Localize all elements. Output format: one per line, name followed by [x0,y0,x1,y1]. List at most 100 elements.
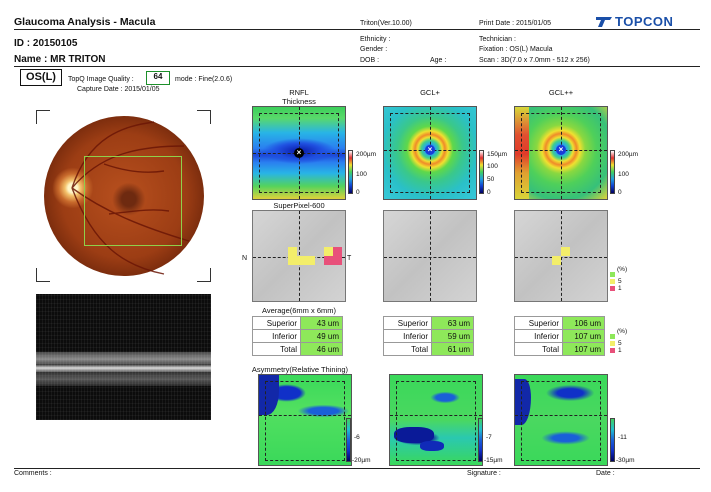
quality-value: 64 [146,71,170,85]
gclpp-asymmetry-map [514,374,608,466]
avg-legend-5: 5 [618,340,622,347]
asymmetry-title: Asymmetry(Relative Thining) [251,365,349,374]
gclpp-scale-top: 200µm [618,151,639,158]
superpixel-cell [297,256,306,265]
scan-mode: mode : Fine(2.0.6) [175,76,233,83]
gcl-scale-0: 0 [487,189,491,196]
gclpp-superpixel-map [514,210,608,302]
rnfl-scale-bottom: 0 [356,189,360,196]
superpixel-cell [306,256,315,265]
gcl-scale-50: 50 [487,176,495,183]
avg-legend-1: 1 [618,347,622,354]
software-version: Triton(Ver.10.00) [360,20,412,27]
dob-field: DOB : [360,57,380,64]
gclpp-asymmetry-scale [610,418,615,462]
table-row: Inferior 107 um [514,329,605,343]
header-rule [14,29,700,30]
superpixel-cell [288,247,297,256]
fundus-image [44,116,204,276]
rnfl-scale-mid: 100 [356,171,367,178]
superpixel-cell [324,256,333,265]
gcl-thickness-map: × [383,106,477,200]
legend-normal-swatch [610,272,615,277]
signature-field: Signature : [467,470,501,477]
table-row: Superior 43 um [252,316,343,330]
rnfl-average-table: Superior 43 um Inferior 49 um Total 46 um [252,316,343,356]
gclpp-color-scale [610,150,615,194]
rnfl-scale-top: 200µm [356,151,377,158]
sp-legend-5: 5 [618,278,622,285]
gcl-asym-scale-bottom: -15µm [484,457,503,464]
patient-name: Name : MR TRITON [14,54,106,65]
age-field: Age : [430,57,447,64]
patient-id: ID : 20150105 [14,38,78,49]
rnfl-thickness-map: × [252,106,346,200]
gcl-asym-scale-mid: -7 [486,434,492,441]
gcl-asymmetry-scale [478,418,483,462]
gcl-scale-100: 100 [487,163,498,170]
superpixel-cell [288,256,297,265]
gcl-asymmetry-map [389,374,483,466]
report-title: Glaucoma Analysis - Macula [14,16,156,28]
technician-field: Technician : [479,36,516,43]
print-date: Print Date : 2015/01/05 [479,20,551,27]
legend-abnormal-swatch [610,286,615,291]
brand-logo: TOPCON [596,13,674,29]
header-rule-2 [14,66,700,67]
gclpp-scale-bottom: 0 [618,189,622,196]
superpixel-title: SuperPixel-600 [273,201,325,210]
superpixel-cell [561,247,570,256]
rnfl-color-scale [348,150,353,194]
scan-field: Scan : 3D(7.0 x 7.0mm - 512 x 256) [479,57,590,64]
gclpp-asym-scale-bottom: -30µm [616,457,635,464]
table-row: Superior 106 um [514,316,605,330]
table-row: Total 61 um [383,342,474,356]
brand-name: TOPCON [615,13,674,29]
oct-bscan-image [36,294,211,420]
avg-legend-title: (%) [617,328,628,335]
ethnicity-field: Ethnicity : [360,36,391,43]
gcl-superpixel-map [383,210,477,302]
sp-legend-1: 1 [618,285,622,292]
gclpp-title: GCL++ [548,88,574,97]
gclpp-asym-scale-mid: -11 [618,434,627,441]
rnfl-asym-scale-mid: -6 [354,434,360,441]
table-row: Inferior 49 um [252,329,343,343]
table-row: Total 46 um [252,342,343,356]
avg-legend-normal-swatch [610,334,615,339]
gcl-average-table: Superior 63 um Inferior 59 um Total 61 um [383,316,474,356]
fixation-field: Fixation : OS(L) Macula [479,46,553,53]
gcl-title: GCL+ [420,88,440,97]
table-row: Superior 63 um [383,316,474,330]
fundus-frame [36,110,211,282]
rnfl-subtitle: Thickness [282,97,316,106]
avg-legend-borderline-swatch [610,341,615,346]
footer-rule [14,468,700,469]
gclpp-thickness-map: × [514,106,608,200]
legend-borderline-swatch [610,279,615,284]
rnfl-title: RNFL [289,88,309,97]
superpixel-cell [324,247,333,256]
table-row: Inferior 59 um [383,329,474,343]
gclpp-scale-mid: 100 [618,171,629,178]
gcl-scale-150: 150µm [487,151,508,158]
temporal-label: T [347,255,352,262]
average-title: Average(6mm x 6mm) [261,306,337,315]
superpixel-cell [333,256,342,265]
rnfl-asymmetry-scale [346,418,351,462]
quality-label: TopQ Image Quality : [68,76,134,83]
retinal-vessels-graphic [71,121,190,275]
table-row: Total 107 um [514,342,605,356]
superpixel-cell [333,247,342,256]
sp-legend-title: (%) [617,266,628,273]
rnfl-asymmetry-map [258,374,352,466]
avg-legend-abnormal-swatch [610,348,615,353]
gender-field: Gender : [360,46,388,53]
date-field: Date : [596,470,615,477]
topcon-logo-icon [596,17,612,27]
eye-label: OS(L) [20,69,62,86]
rnfl-asym-scale-bottom: -20µm [352,457,371,464]
scan-area-box [84,156,182,246]
nasal-label: N [242,255,248,262]
